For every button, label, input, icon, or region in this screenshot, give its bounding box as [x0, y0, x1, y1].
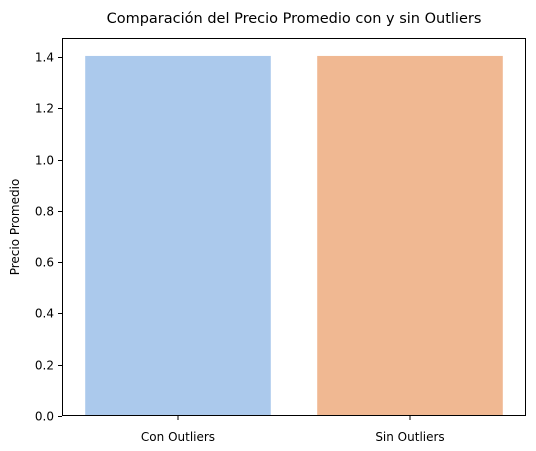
x-tick-label: Con Outliers [141, 430, 215, 444]
y-axis-ticks: 0.0 0.2 0.4 0.6 0.8 1.0 1.2 1.4 [35, 51, 62, 424]
bars [85, 55, 503, 416]
y-tick-label: 0.6 [35, 256, 54, 270]
chart-title: Comparación del Precio Promedio con y si… [107, 11, 482, 27]
bar-con-outliers [85, 55, 271, 416]
y-tick-label: 0.0 [35, 410, 54, 424]
y-tick-label: 0.4 [35, 307, 54, 321]
y-tick-label: 1.2 [35, 102, 54, 116]
y-tick-label: 0.2 [35, 359, 54, 373]
x-tick-label: Sin Outliers [375, 430, 444, 444]
plot-frame [62, 38, 526, 416]
bar-sin-outliers [317, 55, 503, 416]
y-axis-label: Precio Promedio [8, 179, 22, 276]
y-tick-label: 1.4 [35, 51, 54, 65]
y-tick-label: 1.0 [35, 154, 54, 168]
y-tick-label: 0.8 [35, 205, 54, 219]
x-axis-ticks: Con Outliers Sin Outliers [141, 416, 445, 444]
